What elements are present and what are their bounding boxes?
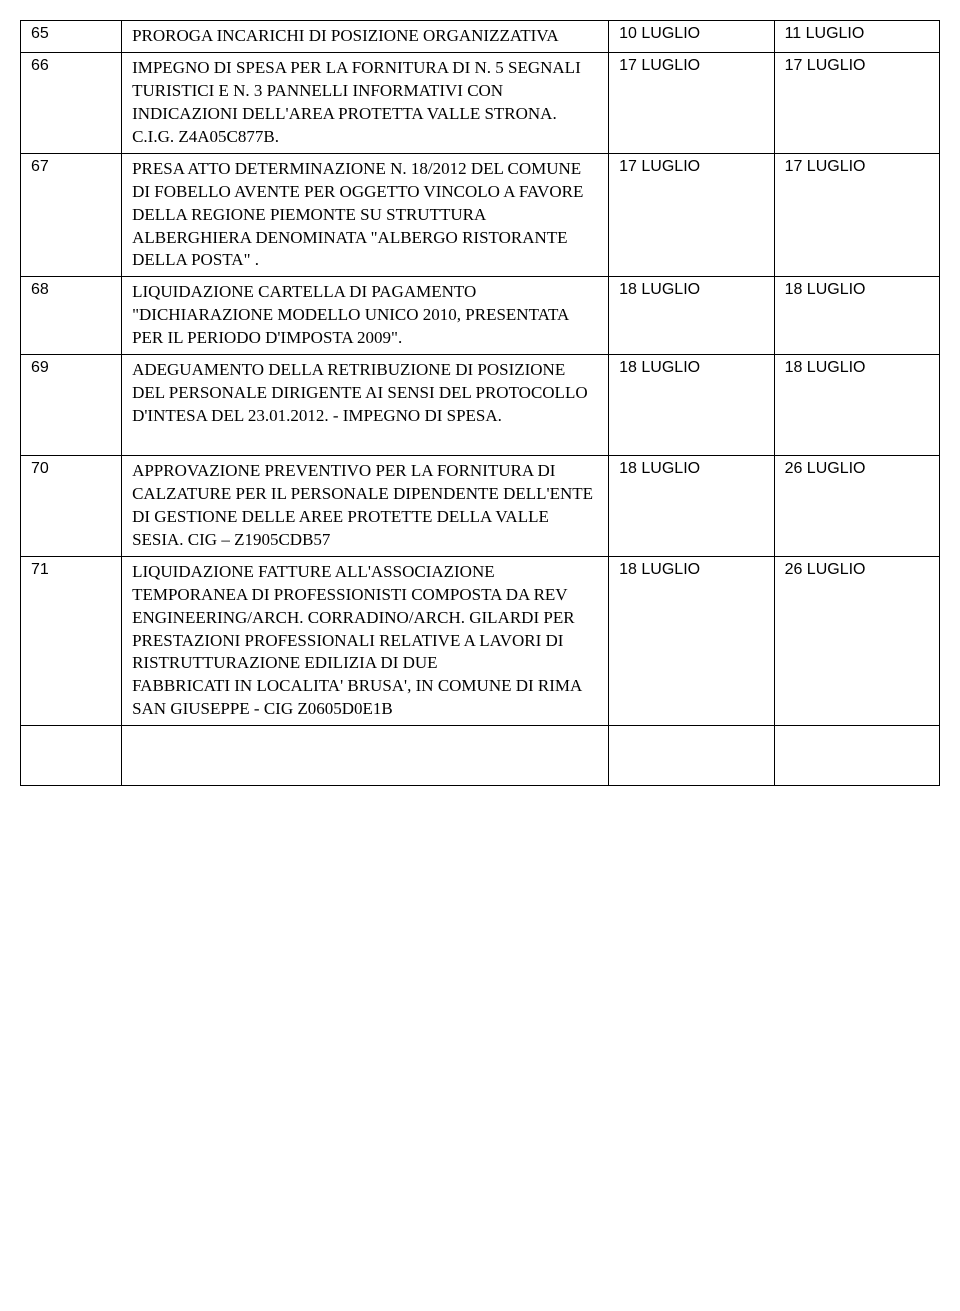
row-date1: 18 LUGLIO bbox=[609, 355, 774, 456]
row-date1: 17 LUGLIO bbox=[609, 153, 774, 277]
row-description: PROROGA INCARICHI DI POSIZIONE ORGANIZZA… bbox=[122, 21, 609, 53]
row-description: APPROVAZIONE PREVENTIVO PER LA FORNITURA… bbox=[122, 455, 609, 556]
table-row: 70APPROVAZIONE PREVENTIVO PER LA FORNITU… bbox=[21, 455, 940, 556]
table-row-empty bbox=[21, 726, 940, 786]
row-number: 68 bbox=[21, 277, 122, 355]
table-row: 68LIQUIDAZIONE CARTELLA DI PAGAMENTO "DI… bbox=[21, 277, 940, 355]
row-description: LIQUIDAZIONE FATTURE ALL'ASSOCIAZIONE TE… bbox=[122, 556, 609, 726]
row-date1: 18 LUGLIO bbox=[609, 455, 774, 556]
row-date2: 18 LUGLIO bbox=[774, 355, 939, 456]
table-row: 71LIQUIDAZIONE FATTURE ALL'ASSOCIAZIONE … bbox=[21, 556, 940, 726]
row-date2: 18 LUGLIO bbox=[774, 277, 939, 355]
row-number: 69 bbox=[21, 355, 122, 456]
row-date2: 26 LUGLIO bbox=[774, 556, 939, 726]
empty-cell bbox=[774, 726, 939, 786]
row-description: ADEGUAMENTO DELLA RETRIBUZIONE DI POSIZI… bbox=[122, 355, 609, 456]
empty-cell bbox=[122, 726, 609, 786]
row-date2: 11 LUGLIO bbox=[774, 21, 939, 53]
row-description: IMPEGNO DI SPESA PER LA FORNITURA DI N. … bbox=[122, 52, 609, 153]
empty-cell bbox=[609, 726, 774, 786]
empty-cell bbox=[21, 726, 122, 786]
row-date2: 17 LUGLIO bbox=[774, 52, 939, 153]
table-row: 67PRESA ATTO DETERMINAZIONE N. 18/2012 D… bbox=[21, 153, 940, 277]
row-number: 65 bbox=[21, 21, 122, 53]
table-row: 69ADEGUAMENTO DELLA RETRIBUZIONE DI POSI… bbox=[21, 355, 940, 456]
row-date1: 10 LUGLIO bbox=[609, 21, 774, 53]
row-date2: 17 LUGLIO bbox=[774, 153, 939, 277]
row-number: 66 bbox=[21, 52, 122, 153]
row-description: PRESA ATTO DETERMINAZIONE N. 18/2012 DEL… bbox=[122, 153, 609, 277]
row-number: 70 bbox=[21, 455, 122, 556]
row-date1: 18 LUGLIO bbox=[609, 277, 774, 355]
row-number: 67 bbox=[21, 153, 122, 277]
row-date2: 26 LUGLIO bbox=[774, 455, 939, 556]
table-row: 66IMPEGNO DI SPESA PER LA FORNITURA DI N… bbox=[21, 52, 940, 153]
table-row: 65PROROGA INCARICHI DI POSIZIONE ORGANIZ… bbox=[21, 21, 940, 53]
document-table: 65PROROGA INCARICHI DI POSIZIONE ORGANIZ… bbox=[20, 20, 940, 786]
row-date1: 17 LUGLIO bbox=[609, 52, 774, 153]
row-number: 71 bbox=[21, 556, 122, 726]
row-description: LIQUIDAZIONE CARTELLA DI PAGAMENTO "DICH… bbox=[122, 277, 609, 355]
row-date1: 18 LUGLIO bbox=[609, 556, 774, 726]
